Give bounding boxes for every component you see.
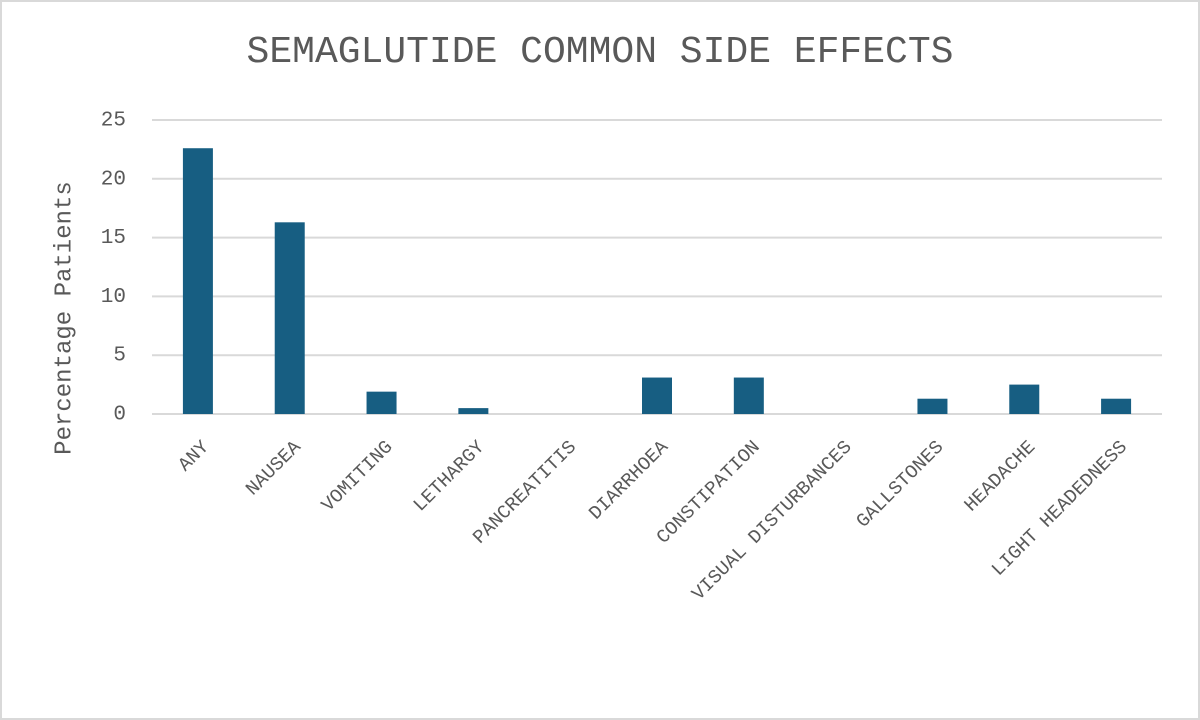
y-tick-label: 15 <box>101 227 126 250</box>
y-tick-label: 5 <box>113 345 126 368</box>
bar <box>366 391 397 414</box>
bar <box>917 398 948 414</box>
y-tick-label: 25 <box>101 110 126 133</box>
bar <box>1009 384 1040 414</box>
y-tick-label: 20 <box>101 168 126 191</box>
y-axis-label: Percentage Patients <box>51 181 78 455</box>
bar <box>642 377 672 414</box>
bar <box>1101 398 1132 414</box>
bar <box>458 408 489 414</box>
bar <box>733 377 764 414</box>
y-tick-label: 0 <box>113 404 126 427</box>
chart-title: SEMAGLUTIDE COMMON SIDE EFFECTS <box>247 31 954 74</box>
bar <box>274 222 305 414</box>
y-tick-label: 10 <box>101 286 126 309</box>
bar <box>182 148 213 414</box>
